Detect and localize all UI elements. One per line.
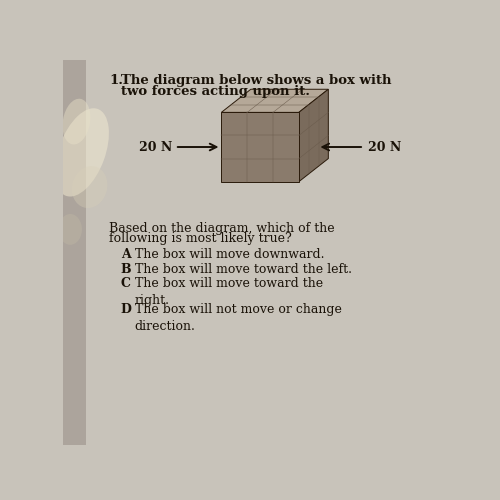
Text: The box will move downward.: The box will move downward. (134, 248, 324, 261)
Text: 20 N: 20 N (138, 140, 172, 153)
Text: The box will not move or change
direction.: The box will not move or change directio… (134, 304, 342, 333)
Text: Based on the diagram, which of the: Based on the diagram, which of the (109, 222, 334, 234)
Text: C: C (120, 277, 130, 290)
Bar (62, 60, 86, 445)
Text: The box will move toward the left.: The box will move toward the left. (134, 262, 352, 276)
Text: A: A (120, 248, 130, 261)
Text: The box will move toward the
right.: The box will move toward the right. (134, 277, 322, 306)
Ellipse shape (72, 166, 108, 208)
Text: following is most likely true?: following is most likely true? (109, 232, 292, 245)
Polygon shape (299, 90, 328, 182)
Text: 1.: 1. (109, 74, 123, 87)
Text: The diagram below shows a box with: The diagram below shows a box with (122, 74, 392, 87)
Text: two forces acting upon it.: two forces acting upon it. (122, 84, 310, 98)
Text: D: D (120, 304, 132, 316)
Text: 20 N: 20 N (368, 140, 401, 153)
Bar (222, 112, 299, 182)
Ellipse shape (55, 108, 109, 196)
Polygon shape (222, 90, 328, 112)
Ellipse shape (62, 98, 90, 144)
Ellipse shape (58, 214, 82, 245)
Text: B: B (120, 262, 131, 276)
